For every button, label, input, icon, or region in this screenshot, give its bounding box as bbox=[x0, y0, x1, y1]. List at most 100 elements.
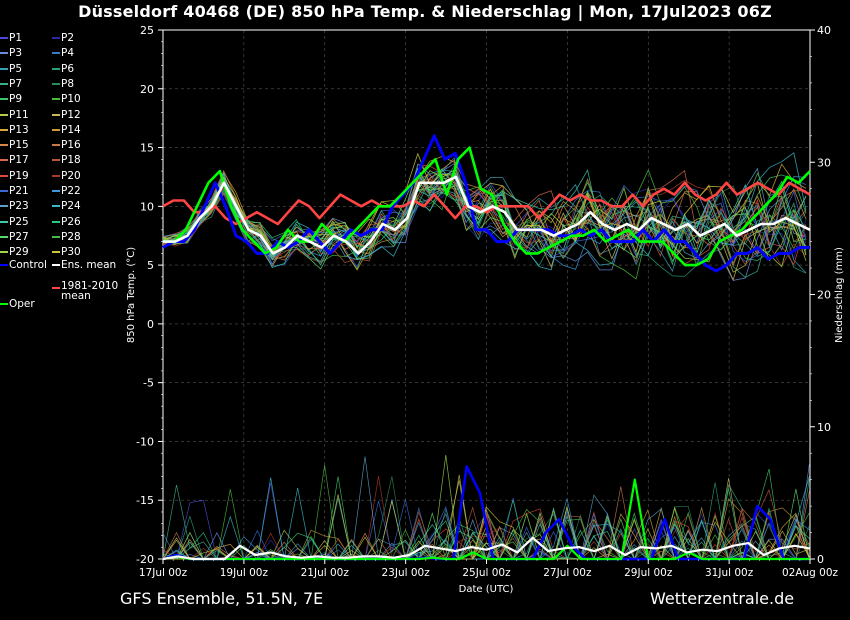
footer-site: Wetterzentrale.de bbox=[650, 589, 795, 608]
legend-swatch bbox=[0, 303, 8, 305]
legend-swatch bbox=[0, 264, 8, 266]
legend-label: P26 bbox=[61, 215, 81, 228]
legend-label: P3 bbox=[9, 47, 23, 60]
x-tick-label: 25Jul 00z bbox=[462, 567, 511, 579]
y-tick-label-right: 40 bbox=[817, 24, 831, 37]
legend-item-p4: P4 bbox=[52, 46, 74, 60]
legend-item-p20: P20 bbox=[52, 169, 81, 183]
legend-item-p12: P12 bbox=[52, 108, 81, 122]
legend-item-p17: P17 bbox=[0, 153, 29, 167]
y-tick-label-left: 5 bbox=[147, 259, 154, 272]
legend-label: P23 bbox=[9, 200, 29, 213]
legend-item-p15: P15 bbox=[0, 138, 29, 152]
y-tick-label-right: 0 bbox=[817, 553, 824, 566]
legend-swatch bbox=[52, 82, 60, 85]
y-tick-label-right: 20 bbox=[817, 289, 831, 302]
legend-swatch bbox=[0, 98, 8, 101]
legend-swatch bbox=[0, 128, 8, 131]
legend-label: P18 bbox=[61, 154, 81, 167]
member-line-p27 bbox=[162, 167, 807, 270]
x-tick-label: 21Jul 00z bbox=[301, 567, 350, 579]
legend-label: P28 bbox=[61, 230, 81, 243]
precip-line-ens-mean bbox=[162, 536, 811, 561]
legend-swatch bbox=[52, 174, 60, 177]
legend-swatch bbox=[52, 235, 60, 238]
x-tick-label: 17Jul 00z bbox=[139, 567, 188, 579]
x-tick-label: 29Jul 00z bbox=[624, 567, 673, 579]
legend-item-p8: P8 bbox=[52, 77, 74, 91]
y-tick-label-right: 30 bbox=[817, 156, 831, 169]
legend-item-p24: P24 bbox=[52, 199, 81, 213]
legend-swatch bbox=[0, 159, 8, 162]
legend-label: P24 bbox=[61, 200, 81, 213]
legend-item-p6: P6 bbox=[52, 62, 74, 76]
legend-item-p30: P30 bbox=[52, 245, 81, 259]
legend-swatch bbox=[52, 37, 60, 39]
legend-label: P11 bbox=[9, 108, 29, 121]
legend-item-p18: P18 bbox=[52, 153, 81, 167]
series-line-1981-2010-mean bbox=[162, 181, 811, 226]
legend-swatch bbox=[52, 251, 60, 254]
legend-item-p22: P22 bbox=[52, 184, 81, 198]
legend-item-p29: P29 bbox=[0, 245, 29, 259]
legend-item-p9: P9 bbox=[0, 92, 22, 106]
legend-swatch bbox=[0, 37, 8, 39]
legend-swatch bbox=[0, 52, 8, 55]
x-axis-label: Date (UTC) bbox=[459, 584, 514, 595]
legend-swatch bbox=[0, 174, 8, 177]
legend-item-p19: P19 bbox=[0, 169, 29, 183]
legend-item-p23: P23 bbox=[0, 199, 29, 213]
legend-swatch bbox=[52, 159, 60, 162]
legend-item-p27: P27 bbox=[0, 230, 29, 244]
y-tick-label-right: 10 bbox=[817, 421, 831, 434]
legend-item-p21: P21 bbox=[0, 184, 29, 198]
legend-swatch bbox=[52, 220, 60, 223]
legend-label: P1 bbox=[9, 32, 23, 44]
legend-item-p25: P25 bbox=[0, 215, 29, 229]
x-tick-label: 23Jul 00z bbox=[382, 567, 431, 579]
legend-item-p28: P28 bbox=[52, 230, 81, 244]
series-line-ens-mean bbox=[163, 175, 811, 255]
y-tick-label-left: 15 bbox=[140, 142, 154, 155]
legend-label: P29 bbox=[9, 246, 29, 259]
legend-swatch bbox=[52, 113, 60, 116]
legend-label: P22 bbox=[61, 185, 81, 197]
y-tick-label-left: 25 bbox=[140, 24, 154, 37]
legend-label: Ens. mean bbox=[61, 259, 117, 271]
y-tick-label-left: -10 bbox=[136, 435, 154, 448]
member-line-p7 bbox=[162, 172, 807, 278]
x-tick-label: 19Jul 00z bbox=[220, 567, 269, 579]
footer-source: GFS Ensemble, 51.5N, 7E bbox=[120, 589, 324, 608]
legend-label: P16 bbox=[61, 139, 81, 152]
legend-swatch bbox=[0, 113, 8, 116]
legend-swatch bbox=[52, 52, 60, 55]
legend-label: 1981-2010 mean bbox=[61, 280, 119, 302]
y-axis-label-left: 850 hPa Temp. (°C) bbox=[126, 247, 137, 343]
x-tick-label: 31Jul 00z bbox=[705, 567, 754, 579]
legend-swatch bbox=[0, 235, 8, 238]
legend-swatch bbox=[0, 67, 8, 70]
legend-item-p11: P11 bbox=[0, 108, 29, 122]
legend-swatch bbox=[52, 128, 60, 131]
legend-item-p26: P26 bbox=[52, 215, 81, 229]
legend-swatch bbox=[0, 251, 8, 254]
legend-item-p2: P2 bbox=[52, 31, 74, 45]
legend-label: P5 bbox=[9, 62, 23, 75]
chart-title: Düsseldorf 40468 (DE) 850 hPa Temp. & Ni… bbox=[78, 2, 772, 21]
legend-swatch bbox=[52, 287, 60, 289]
y-tick-label-left: -15 bbox=[136, 494, 154, 507]
legend-label: P20 bbox=[61, 169, 81, 182]
legend-item-p10: P10 bbox=[52, 92, 81, 106]
x-tick-label: 27Jul 00z bbox=[543, 567, 592, 579]
legend-label: P10 bbox=[61, 93, 81, 106]
legend-swatch bbox=[0, 144, 8, 147]
legend-label: Control bbox=[9, 259, 47, 271]
legend-swatch bbox=[52, 67, 60, 70]
legend-label: P19 bbox=[9, 169, 29, 182]
legend-swatch bbox=[52, 190, 60, 192]
legend-swatch bbox=[0, 205, 8, 208]
legend-swatch bbox=[0, 190, 8, 192]
legend-label: P6 bbox=[61, 62, 75, 75]
legend-label: P12 bbox=[61, 108, 81, 121]
